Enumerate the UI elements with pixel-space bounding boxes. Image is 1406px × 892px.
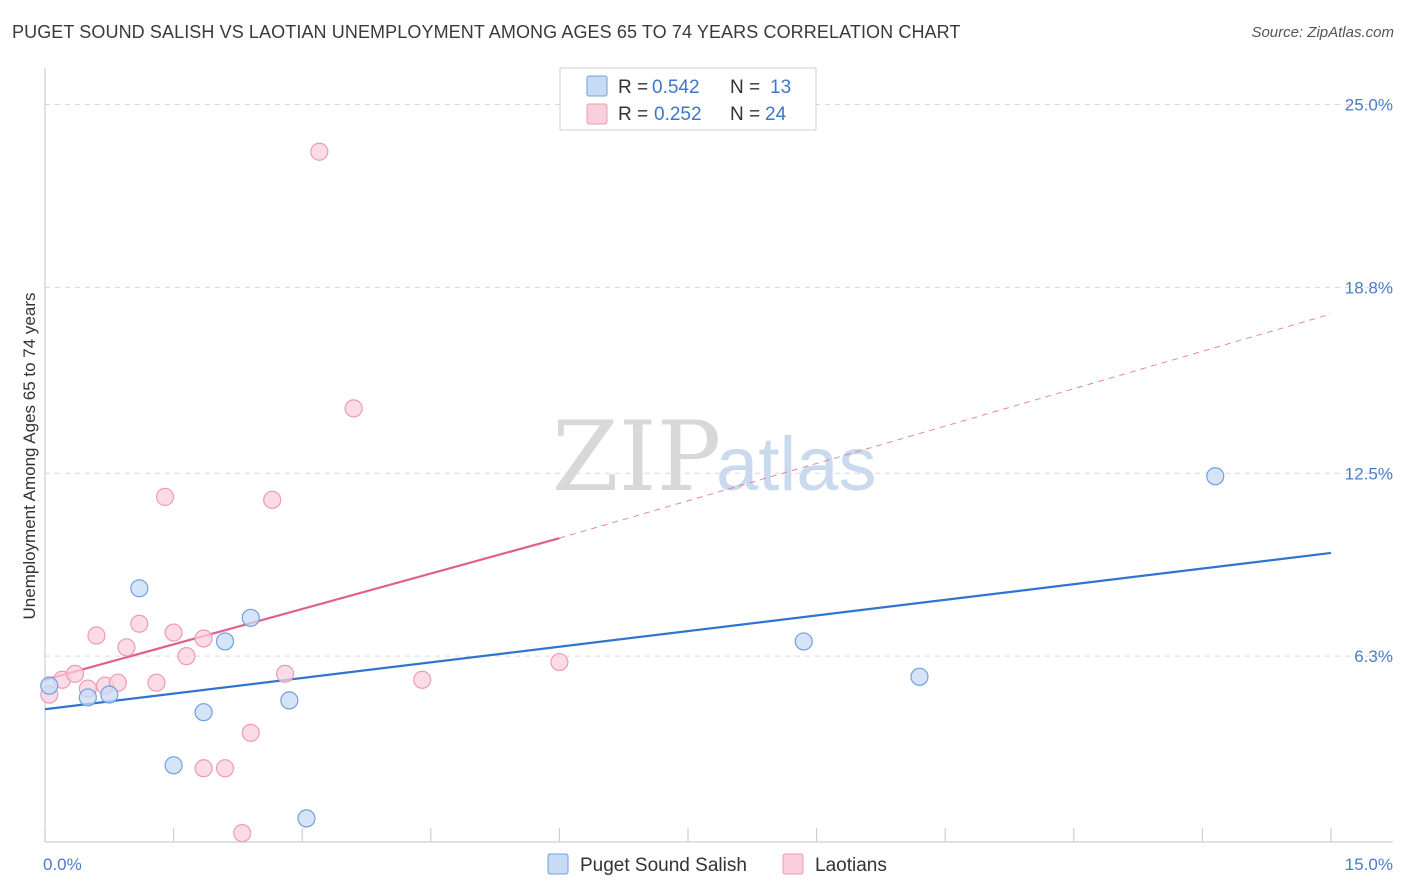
laotian-point-7 <box>117 638 136 657</box>
laotian-point-8 <box>130 614 149 633</box>
puget-point-0 <box>40 676 59 695</box>
chart-title: PUGET SOUND SALISH VS LAOTIAN UNEMPLOYME… <box>12 22 961 42</box>
laotian-point-23 <box>550 652 569 672</box>
legend-swatch-laotians <box>586 103 608 125</box>
laotian-point-21 <box>344 399 363 418</box>
legend-n-label-laotians: N = <box>730 104 760 125</box>
laotian-point-10 <box>155 487 175 506</box>
puget-point-7 <box>241 608 260 627</box>
bottom-label-laotians: Laotians <box>815 855 887 876</box>
trend-line-0 <box>44 551 1332 711</box>
bottom-swatch-laotians <box>782 853 804 875</box>
laotian-point-11 <box>164 623 183 642</box>
y-tick-labels: 6.3% 12.5% 18.8% 25.0% <box>1345 96 1393 667</box>
puget-point-9 <box>297 809 316 828</box>
laotian-point-4 <box>87 626 106 645</box>
laotian-point-18 <box>263 490 282 509</box>
legend-n-label-puget: N = <box>730 77 760 98</box>
bottom-legend: Puget Sound Salish Laotians <box>547 853 887 876</box>
legend-swatch-puget <box>586 75 608 97</box>
laotian-point-14 <box>194 759 213 778</box>
y-tick-label-2: 18.8% <box>1345 278 1393 297</box>
y-axis-title: Unemployment Among Ages 65 to 74 years <box>20 293 39 620</box>
legend-r-puget: 0.542 <box>652 77 700 98</box>
puget-point-6 <box>215 632 235 651</box>
trend-lines <box>44 313 1332 711</box>
legend: R = 0.542 N = 13 R = 0.252 N = 24 <box>559 67 817 131</box>
puget-point-5 <box>194 703 213 722</box>
laotian-point-13 <box>194 629 213 648</box>
data-points <box>40 142 1225 843</box>
laotian-point-16 <box>233 824 252 843</box>
axes <box>44 68 1393 843</box>
puget-point-1 <box>78 688 97 707</box>
bottom-swatch-puget <box>547 853 569 875</box>
x-tick-max: 15.0% <box>1345 855 1393 874</box>
puget-point-11 <box>910 667 929 686</box>
puget-point-10 <box>794 632 813 651</box>
laotian-point-19 <box>275 664 295 683</box>
y-tick-label-3: 25.0% <box>1345 96 1393 115</box>
trend-extension-1 <box>559 313 1332 539</box>
y-tick-label-1: 12.5% <box>1345 464 1393 483</box>
puget-point-12 <box>1206 467 1225 486</box>
puget-point-4 <box>164 756 183 775</box>
legend-n-puget: 13 <box>770 77 791 98</box>
laotian-point-17 <box>241 723 260 742</box>
legend-n-laotians: 24 <box>765 104 787 125</box>
legend-r-laotians: 0.252 <box>654 104 702 125</box>
puget-point-8 <box>280 691 299 710</box>
laotian-point-12 <box>177 647 196 666</box>
source-label: Source: ZipAtlas.com <box>1251 24 1394 41</box>
trend-line-1 <box>44 537 560 681</box>
bottom-label-puget: Puget Sound Salish <box>580 855 747 876</box>
x-tick-min: 0.0% <box>43 855 82 874</box>
laotian-point-20 <box>310 142 329 161</box>
puget-point-3 <box>130 579 149 598</box>
grid <box>45 104 1393 657</box>
watermark-atlas: atlas <box>716 422 877 507</box>
laotian-point-15 <box>215 759 235 778</box>
puget-point-2 <box>100 685 119 704</box>
watermark: ZIP atlas <box>552 401 877 513</box>
y-tick-label-0: 6.3% <box>1354 647 1393 666</box>
watermark-zip: ZIP <box>552 401 721 513</box>
legend-r-label-puget: R = <box>618 77 648 98</box>
legend-r-label-laotians: R = <box>618 104 648 125</box>
laotian-point-22 <box>413 670 432 689</box>
laotian-point-2 <box>65 664 85 683</box>
laotian-point-9 <box>147 673 166 692</box>
